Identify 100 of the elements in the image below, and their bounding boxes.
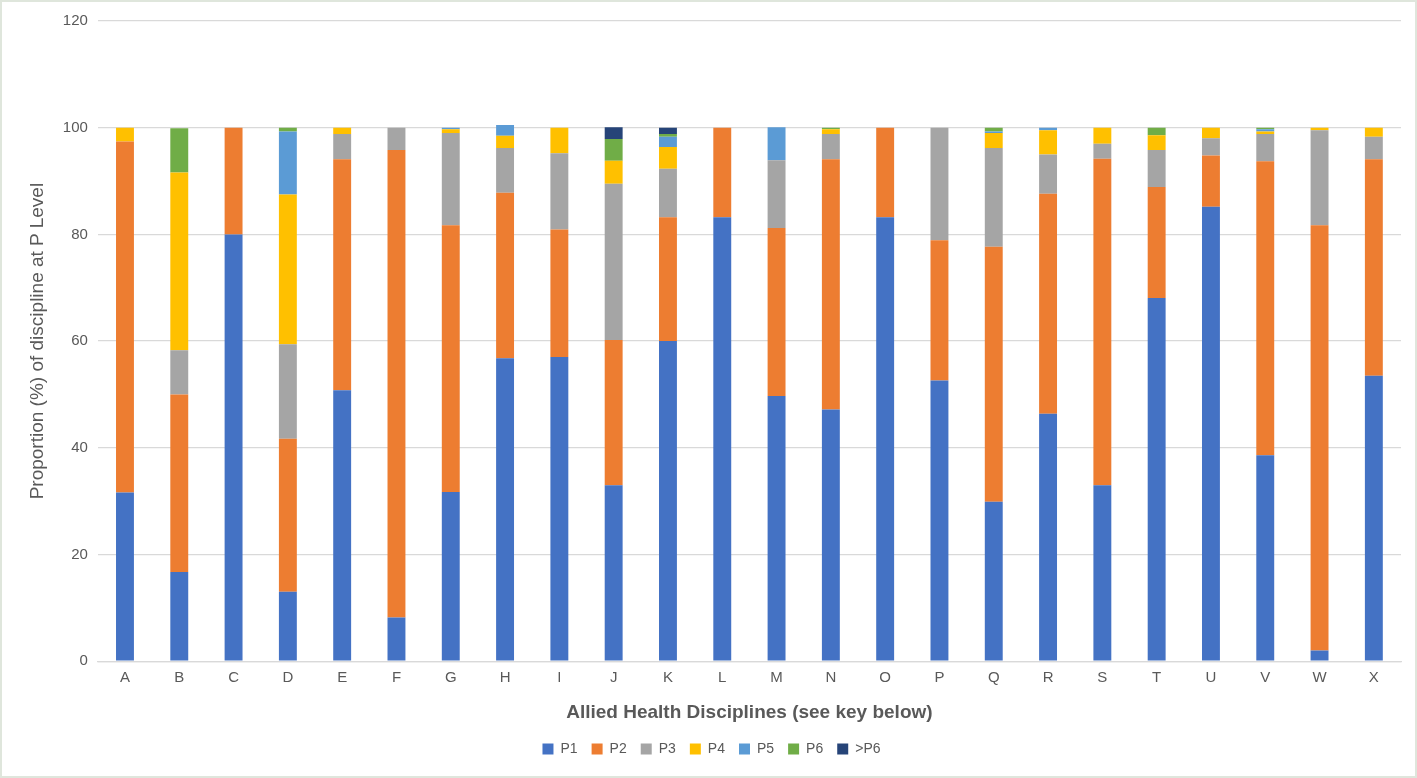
bar	[1256, 134, 1275, 162]
x-tick-label: M	[770, 668, 783, 686]
bar	[1201, 138, 1220, 156]
x-tick-label: V	[1260, 668, 1271, 686]
bar	[387, 127, 406, 151]
x-tick-label: E	[337, 668, 348, 686]
bar	[984, 501, 1003, 661]
bar	[333, 390, 352, 661]
x-tick-label: U	[1205, 668, 1217, 686]
bar	[1256, 455, 1275, 661]
bar	[767, 396, 786, 661]
bar	[659, 146, 677, 169]
bar	[1039, 130, 1058, 155]
bar	[604, 160, 623, 184]
x-tick-label: S	[1097, 668, 1108, 686]
bar	[659, 136, 677, 147]
x-tick-label: N	[825, 668, 837, 686]
bar	[1201, 206, 1220, 661]
bar	[1147, 297, 1166, 661]
bar	[1093, 127, 1112, 144]
bar	[496, 135, 515, 148]
bar	[604, 340, 623, 486]
x-tick-label: X	[1368, 668, 1379, 686]
bar	[1364, 375, 1383, 661]
bar	[659, 217, 677, 342]
bar	[278, 131, 297, 195]
bar	[1364, 127, 1383, 137]
bar	[278, 438, 297, 592]
y-tick-label: 100	[62, 117, 88, 135]
legend-label: P1	[560, 739, 578, 756]
y-tick-label: 40	[71, 437, 88, 455]
bar	[550, 357, 569, 661]
legend-label: P2	[609, 739, 627, 756]
y-tick-label: 80	[71, 224, 88, 242]
bar	[767, 228, 786, 397]
x-tick-label: Q	[987, 668, 1000, 686]
bar	[1310, 225, 1329, 651]
x-tick-label: T	[1152, 668, 1162, 686]
bar	[496, 147, 515, 193]
legend-label: P5	[756, 739, 775, 756]
x-tick-label: L	[718, 668, 727, 686]
bar	[1093, 485, 1112, 661]
bar	[767, 160, 786, 228]
bar	[333, 159, 352, 391]
bar	[1364, 136, 1383, 160]
bar	[1039, 154, 1058, 194]
bar	[821, 129, 840, 135]
bar	[333, 134, 352, 160]
bar	[170, 394, 189, 573]
bar	[496, 192, 515, 359]
bar	[278, 344, 297, 439]
bar	[767, 127, 786, 161]
bar	[1201, 155, 1220, 207]
bar	[876, 127, 895, 218]
bar	[1147, 150, 1166, 187]
x-tick-label: O	[879, 668, 891, 686]
x-tick-label: R	[1042, 668, 1054, 686]
y-axis-title: Proportion (%) of discipline at P Level	[25, 182, 47, 500]
bar	[278, 194, 297, 345]
bar	[224, 127, 243, 235]
bar	[278, 591, 297, 661]
bar	[604, 183, 623, 341]
bar	[496, 125, 515, 136]
bar	[116, 492, 134, 661]
bar	[170, 350, 189, 395]
legend-label: P4	[707, 739, 726, 756]
bar	[659, 134, 677, 137]
x-axis-title: Allied Health Disciplines (see key below)	[566, 700, 933, 722]
x-tick-label: J	[609, 668, 618, 686]
bar	[224, 234, 243, 661]
bar	[1256, 161, 1275, 456]
bar	[821, 409, 840, 661]
bar	[604, 485, 623, 661]
bar	[1310, 130, 1329, 226]
bar	[713, 217, 732, 661]
bar	[1147, 127, 1166, 136]
legend-label: >P6	[855, 739, 881, 756]
bar	[984, 133, 1003, 148]
x-tick-label: P	[934, 668, 945, 686]
bar	[441, 129, 460, 134]
bar	[441, 225, 460, 493]
bar	[441, 133, 460, 226]
x-tick-label: G	[444, 668, 457, 686]
legend-label: P6	[806, 739, 824, 756]
bar	[984, 246, 1003, 502]
x-tick-label: H	[499, 668, 511, 686]
y-tick-label: 120	[62, 11, 88, 29]
bar	[550, 127, 569, 154]
bar	[1310, 650, 1329, 661]
x-tick-label: C	[228, 668, 240, 686]
bar	[550, 153, 569, 230]
bar	[1093, 158, 1112, 486]
bar	[821, 134, 840, 160]
bar	[930, 380, 949, 661]
bar	[116, 127, 134, 142]
x-tick-label: B	[174, 668, 185, 686]
x-tick-label: W	[1312, 668, 1328, 686]
bar	[1147, 186, 1166, 298]
bar	[333, 127, 352, 135]
bar	[984, 147, 1003, 247]
